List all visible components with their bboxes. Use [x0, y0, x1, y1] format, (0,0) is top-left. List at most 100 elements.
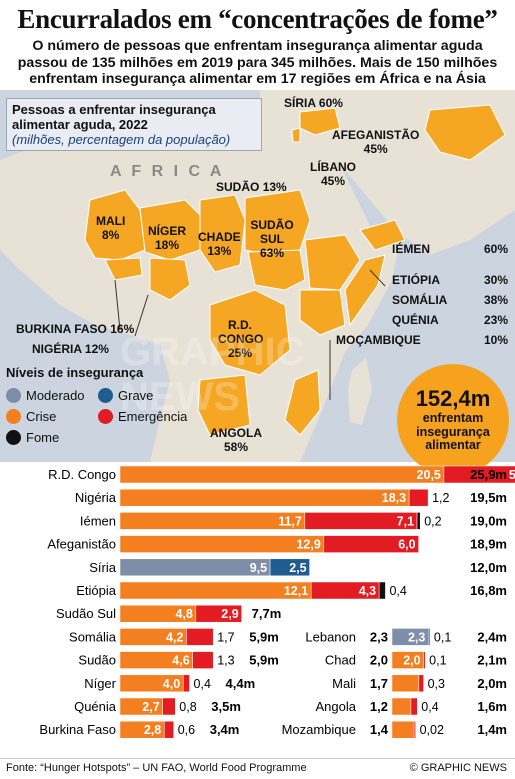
label-mocambique: MOÇAMBIQUE 10% [336, 333, 509, 347]
bar-value-label: 1,2 [432, 491, 449, 505]
bar-value-label: 4,3 [359, 584, 376, 598]
iemen-shape [359, 219, 406, 251]
bar-total-label: 19,5m [470, 490, 507, 505]
label-quenia: QUÉNIA 23% [392, 313, 509, 327]
bar-value-label: 9,5 [250, 561, 267, 575]
bar-value-label: 11,7 [278, 514, 302, 528]
bar-value-label: 1,3 [217, 654, 234, 668]
bar-value-label: 18,3 [382, 491, 406, 505]
bar-segment [378, 581, 386, 600]
label-rdcongo: R.D. CONGO 25% [218, 318, 264, 360]
bar-segment [416, 512, 421, 530]
label-siria: SÍRIA 60% [284, 96, 343, 110]
bar-value-label: 2,9 [221, 607, 238, 621]
burkina-shape [104, 257, 143, 281]
legend-item-emergencia: Emergência [98, 406, 188, 427]
bar-total-label: 2,4m [477, 629, 507, 644]
rdcongo-shape [209, 289, 291, 376]
bar-value-label: 4,0 [163, 677, 180, 691]
footer: Fonte: “Hunger Hotspots” – UN FAO, World… [0, 758, 515, 779]
bar-segment [163, 720, 174, 739]
bar-value-label: 1,4 [370, 722, 389, 737]
bar-segment [195, 604, 242, 623]
bar-total-label: 1,6m [477, 699, 507, 714]
bar-category-label: Sudão Sul [56, 606, 116, 621]
chade-shape [199, 194, 246, 273]
label-sudao: SUDÃO 13% [216, 180, 287, 194]
bar-segment [443, 465, 515, 484]
continent-label: A F R I C A [110, 163, 225, 180]
bar-total-label: 1,4m [477, 722, 507, 737]
bar-total-label: 5,9m [249, 653, 279, 668]
bar-value-label: 0,02 [420, 723, 444, 737]
nigeria-shape [149, 257, 191, 301]
bar-value-label: 12,1 [284, 584, 308, 598]
label-etiopia: ETIÓPIA 30% [392, 273, 509, 287]
bar-value-label: 1,7 [370, 676, 388, 691]
legend-item-moderado: Moderado [6, 385, 98, 406]
label-nigeria: NIGÉRIA 12% [32, 342, 109, 356]
bar-segment [186, 628, 214, 646]
bar-total-label: 2,1m [477, 653, 507, 668]
somalia-shape [344, 254, 386, 327]
bar-segment [162, 697, 176, 716]
siria-shape [299, 107, 341, 136]
bar-total-label: 16,8m [470, 583, 507, 598]
bar-category-label: Lebanon [305, 629, 356, 644]
bar-value-label: 2,0 [403, 654, 420, 668]
bar-category-label: Chad [325, 653, 356, 668]
severity-legend: Níveis de insegurança Moderado Grave Cri… [6, 365, 191, 448]
bar-segment [269, 558, 310, 577]
bar-total-label: 4,4m [226, 676, 256, 691]
copyright: © GRAPHIC NEWS [409, 762, 507, 774]
bar-value-label: 6,0 [398, 538, 415, 552]
bar-total-label: 19,0m [470, 513, 507, 528]
afeganistao-shape [424, 104, 506, 161]
bar-category-label: Mozambique [282, 722, 356, 737]
label-afeganistao: AFEGANISTÃO 45% [332, 128, 420, 156]
bar-segment [418, 674, 424, 693]
bar-value-label: 7,1 [397, 514, 414, 528]
stacked-bar-chart: R.D. Congo 20,5 5,425,9m Nigéria 18,3 1,2 19,5… [39, 465, 515, 739]
mocambique-shape [284, 369, 321, 436]
bar-value-label: 0,4 [389, 584, 406, 598]
sudaosul-shape [247, 249, 306, 291]
bar-total-label: 25,9m [470, 467, 507, 482]
label-iemen: IÉMEN 60% [392, 242, 509, 256]
bar-category-label: Sudão [78, 653, 116, 668]
bar-segment [119, 535, 325, 553]
map-legend-box: Pessoas a enfrentar insegurança alimenta… [6, 98, 262, 151]
bar-value-label: 2,5 [289, 561, 306, 575]
bar-value-label: 4,8 [175, 607, 192, 621]
bar-category-label: Mali [332, 676, 356, 691]
bar-category-label: Afeganistão [47, 537, 116, 552]
bar-value-label: 5,4 [509, 468, 515, 482]
bar-category-label: Síria [89, 560, 117, 575]
bar-value-label: 0,8 [179, 700, 196, 714]
bar-total-label: 7,7m [252, 606, 282, 621]
source-note: Fonte: “Hunger Hotspots” – UN FAO, World… [6, 762, 307, 774]
bar-value-label: 1,2 [370, 699, 388, 714]
bar-segment [410, 697, 418, 716]
angola-shape [197, 374, 251, 436]
bar-segment [119, 581, 312, 600]
bar-segment [413, 720, 416, 739]
bar-total-label: 2,0m [477, 676, 507, 691]
label-libano: LÍBANO 45% [310, 160, 356, 188]
bar-value-label: 0,6 [178, 723, 195, 737]
label-angola: ANGOLA 58% [210, 426, 262, 454]
bar-total-label: 18,9m [470, 537, 507, 552]
madagascar-land [348, 358, 372, 425]
bar-value-label: 2,3 [370, 629, 388, 644]
bar-value-label: 0,1 [434, 630, 451, 644]
legend-item-grave: Grave [98, 385, 188, 406]
bar-value-label: 4,2 [166, 630, 183, 644]
bar-category-label: Somália [69, 629, 117, 644]
bar-total-label: 3,5m [211, 699, 241, 714]
bar-category-label: Angola [316, 699, 357, 714]
bar-segment [119, 558, 271, 577]
bar-value-label: 1,7 [217, 630, 234, 644]
bar-segment [391, 720, 415, 739]
bar-value-label: 0,1 [429, 654, 446, 668]
bar-segment [391, 697, 412, 716]
